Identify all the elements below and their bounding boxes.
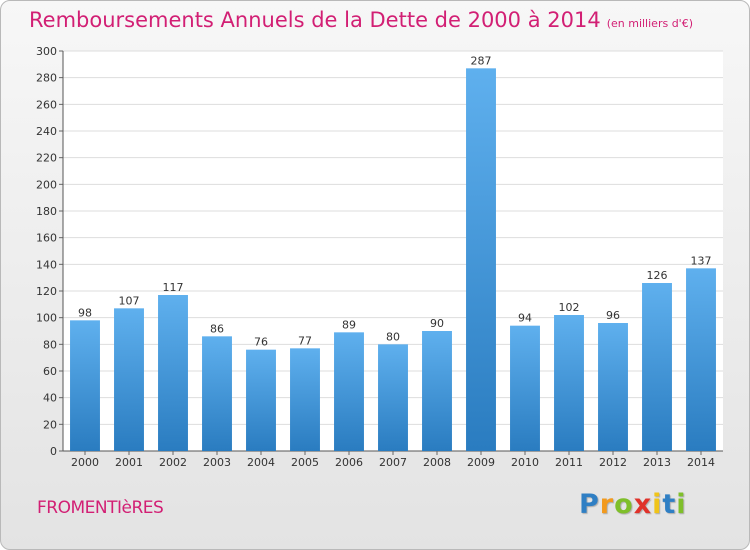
y-tick-label: 180 bbox=[36, 205, 57, 218]
x-tick-label: 2008 bbox=[423, 456, 451, 469]
x-tick-label: 2013 bbox=[643, 456, 671, 469]
bar-value-label: 80 bbox=[386, 330, 400, 343]
y-tick-label: 80 bbox=[43, 338, 57, 351]
logo-letter: i bbox=[676, 489, 687, 520]
y-tick-label: 200 bbox=[36, 178, 57, 191]
y-tick-label: 280 bbox=[36, 72, 57, 85]
bar bbox=[510, 325, 540, 451]
y-tick-label: 300 bbox=[36, 45, 57, 58]
logo-letter: o bbox=[614, 489, 634, 520]
y-tick-label: 160 bbox=[36, 232, 57, 245]
chart-title: Remboursements Annuels de la Dette de 20… bbox=[29, 8, 693, 32]
bar-value-label: 98 bbox=[78, 306, 92, 319]
commune-name: FROMENTIèRES bbox=[37, 498, 164, 518]
bar bbox=[290, 348, 320, 451]
bar bbox=[202, 336, 232, 451]
bar-value-label: 137 bbox=[691, 254, 712, 267]
bar bbox=[114, 308, 144, 451]
y-tick-label: 60 bbox=[43, 365, 57, 378]
y-tick-label: 220 bbox=[36, 152, 57, 165]
bar-value-label: 86 bbox=[210, 322, 224, 335]
logo-letter: x bbox=[633, 489, 653, 520]
x-tick-label: 2010 bbox=[511, 456, 539, 469]
bar bbox=[70, 320, 100, 451]
x-tick-label: 2001 bbox=[115, 456, 143, 469]
x-tick-label: 2009 bbox=[467, 456, 495, 469]
y-tick-label: 240 bbox=[36, 125, 57, 138]
logo-letter: i bbox=[652, 489, 663, 520]
x-tick-label: 2014 bbox=[687, 456, 715, 469]
bar bbox=[378, 344, 408, 451]
x-tick-label: 2003 bbox=[203, 456, 231, 469]
chart-subtitle: (en milliers d'€) bbox=[606, 17, 693, 30]
x-tick-label: 2004 bbox=[247, 456, 275, 469]
bar bbox=[466, 68, 496, 451]
logo-letter: r bbox=[599, 489, 615, 520]
x-tick-label: 2011 bbox=[555, 456, 583, 469]
bar bbox=[334, 332, 364, 451]
x-tick-label: 2007 bbox=[379, 456, 407, 469]
logo-letter: t bbox=[662, 489, 677, 520]
x-tick-label: 2012 bbox=[599, 456, 627, 469]
bar-value-label: 94 bbox=[518, 312, 532, 325]
x-tick-label: 2005 bbox=[291, 456, 319, 469]
bar bbox=[158, 295, 188, 451]
bar-value-label: 126 bbox=[647, 269, 668, 282]
x-tick-label: 2000 bbox=[71, 456, 99, 469]
bar-value-label: 76 bbox=[254, 336, 268, 349]
x-tick-label: 2002 bbox=[159, 456, 187, 469]
chart-title-text: Remboursements Annuels de la Dette de 20… bbox=[29, 8, 601, 32]
y-tick-label: 100 bbox=[36, 312, 57, 325]
bar-value-label: 107 bbox=[119, 294, 140, 307]
bar bbox=[598, 323, 628, 451]
y-tick-label: 20 bbox=[43, 418, 57, 431]
proxiti-logo: Proxiti bbox=[579, 489, 687, 520]
y-tick-label: 260 bbox=[36, 98, 57, 111]
bar-value-label: 77 bbox=[298, 334, 312, 347]
y-tick-label: 120 bbox=[36, 285, 57, 298]
bar bbox=[246, 349, 276, 451]
bar-value-label: 89 bbox=[342, 318, 356, 331]
bar bbox=[422, 331, 452, 451]
bar bbox=[642, 283, 672, 451]
bar-value-label: 102 bbox=[559, 301, 580, 314]
bar-value-label: 117 bbox=[163, 281, 184, 294]
y-tick-label: 140 bbox=[36, 258, 57, 271]
bar-value-label: 96 bbox=[606, 309, 620, 322]
bar bbox=[554, 315, 584, 451]
y-tick-label: 40 bbox=[43, 392, 57, 405]
bar-value-label: 90 bbox=[430, 317, 444, 330]
logo-letter: P bbox=[579, 489, 600, 520]
bar bbox=[686, 268, 716, 451]
x-tick-label: 2006 bbox=[335, 456, 363, 469]
y-tick-label: 0 bbox=[50, 445, 57, 458]
bar-value-label: 287 bbox=[471, 54, 492, 67]
